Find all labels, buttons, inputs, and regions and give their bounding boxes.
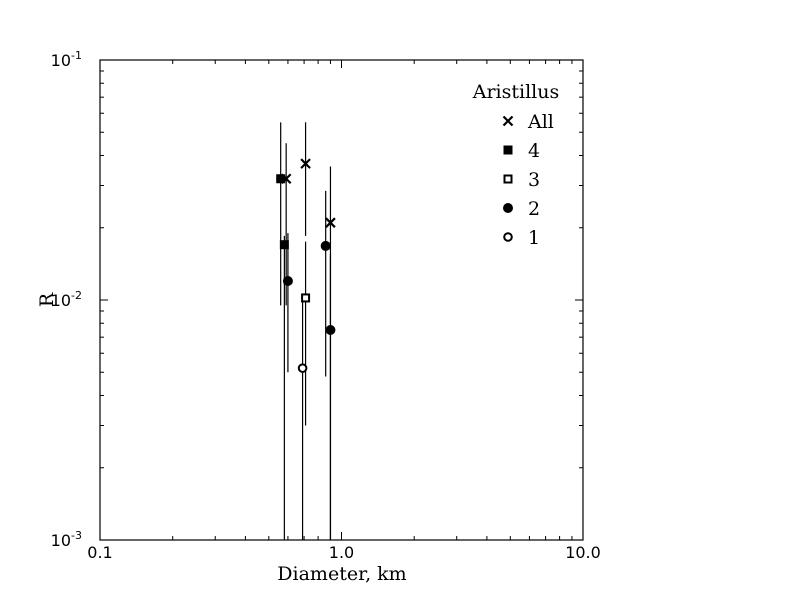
x-tick-label: 1.0 bbox=[329, 543, 354, 562]
y-tick-label: 10-1 bbox=[51, 49, 82, 70]
data-point-4 bbox=[279, 240, 289, 250]
legend-marker-2 bbox=[503, 203, 513, 213]
legend-marker-3 bbox=[503, 174, 513, 184]
x-tick-label: 0.1 bbox=[87, 543, 112, 562]
data-point-All bbox=[325, 217, 336, 228]
data-point-3 bbox=[301, 293, 311, 303]
data-point-1 bbox=[297, 363, 308, 373]
y-tick-labels: 10-3 10-2 10-1 bbox=[51, 49, 82, 550]
legend: Aristillus All 4 3 2 1 bbox=[472, 81, 559, 249]
legend-marker-4 bbox=[503, 145, 513, 155]
legend-title: Aristillus bbox=[472, 81, 559, 103]
data-point-2 bbox=[325, 324, 336, 335]
legend-marker-All bbox=[502, 115, 514, 127]
major-ticks bbox=[99, 59, 584, 541]
legend-label: 1 bbox=[528, 227, 540, 249]
minor-ticks bbox=[100, 60, 583, 540]
marker-stroke bbox=[325, 217, 336, 228]
data-point-4 bbox=[276, 174, 286, 184]
legend-label: 4 bbox=[528, 140, 540, 162]
legend-label: All bbox=[527, 111, 554, 133]
data-point-2 bbox=[320, 240, 331, 251]
plot-frame bbox=[99, 59, 584, 541]
data-markers bbox=[276, 158, 336, 373]
x-tick-label: 10.0 bbox=[565, 543, 601, 562]
data-point-All bbox=[300, 158, 311, 169]
marker-stroke bbox=[502, 115, 514, 127]
y-axis-label: R bbox=[36, 292, 58, 307]
legend-marker-1 bbox=[503, 232, 513, 242]
y-tick-label: 10-3 bbox=[51, 529, 82, 550]
error-bars bbox=[280, 122, 332, 540]
y-tick-label: 10-2 bbox=[51, 289, 82, 310]
marker-stroke bbox=[300, 158, 311, 169]
x-tick-labels: 0.1 1.0 10.0 bbox=[87, 543, 601, 562]
legend-label: 3 bbox=[528, 169, 540, 191]
x-axis-label: Diameter, km bbox=[277, 563, 406, 585]
legend-label: 2 bbox=[528, 198, 540, 220]
data-point-2 bbox=[282, 275, 293, 286]
